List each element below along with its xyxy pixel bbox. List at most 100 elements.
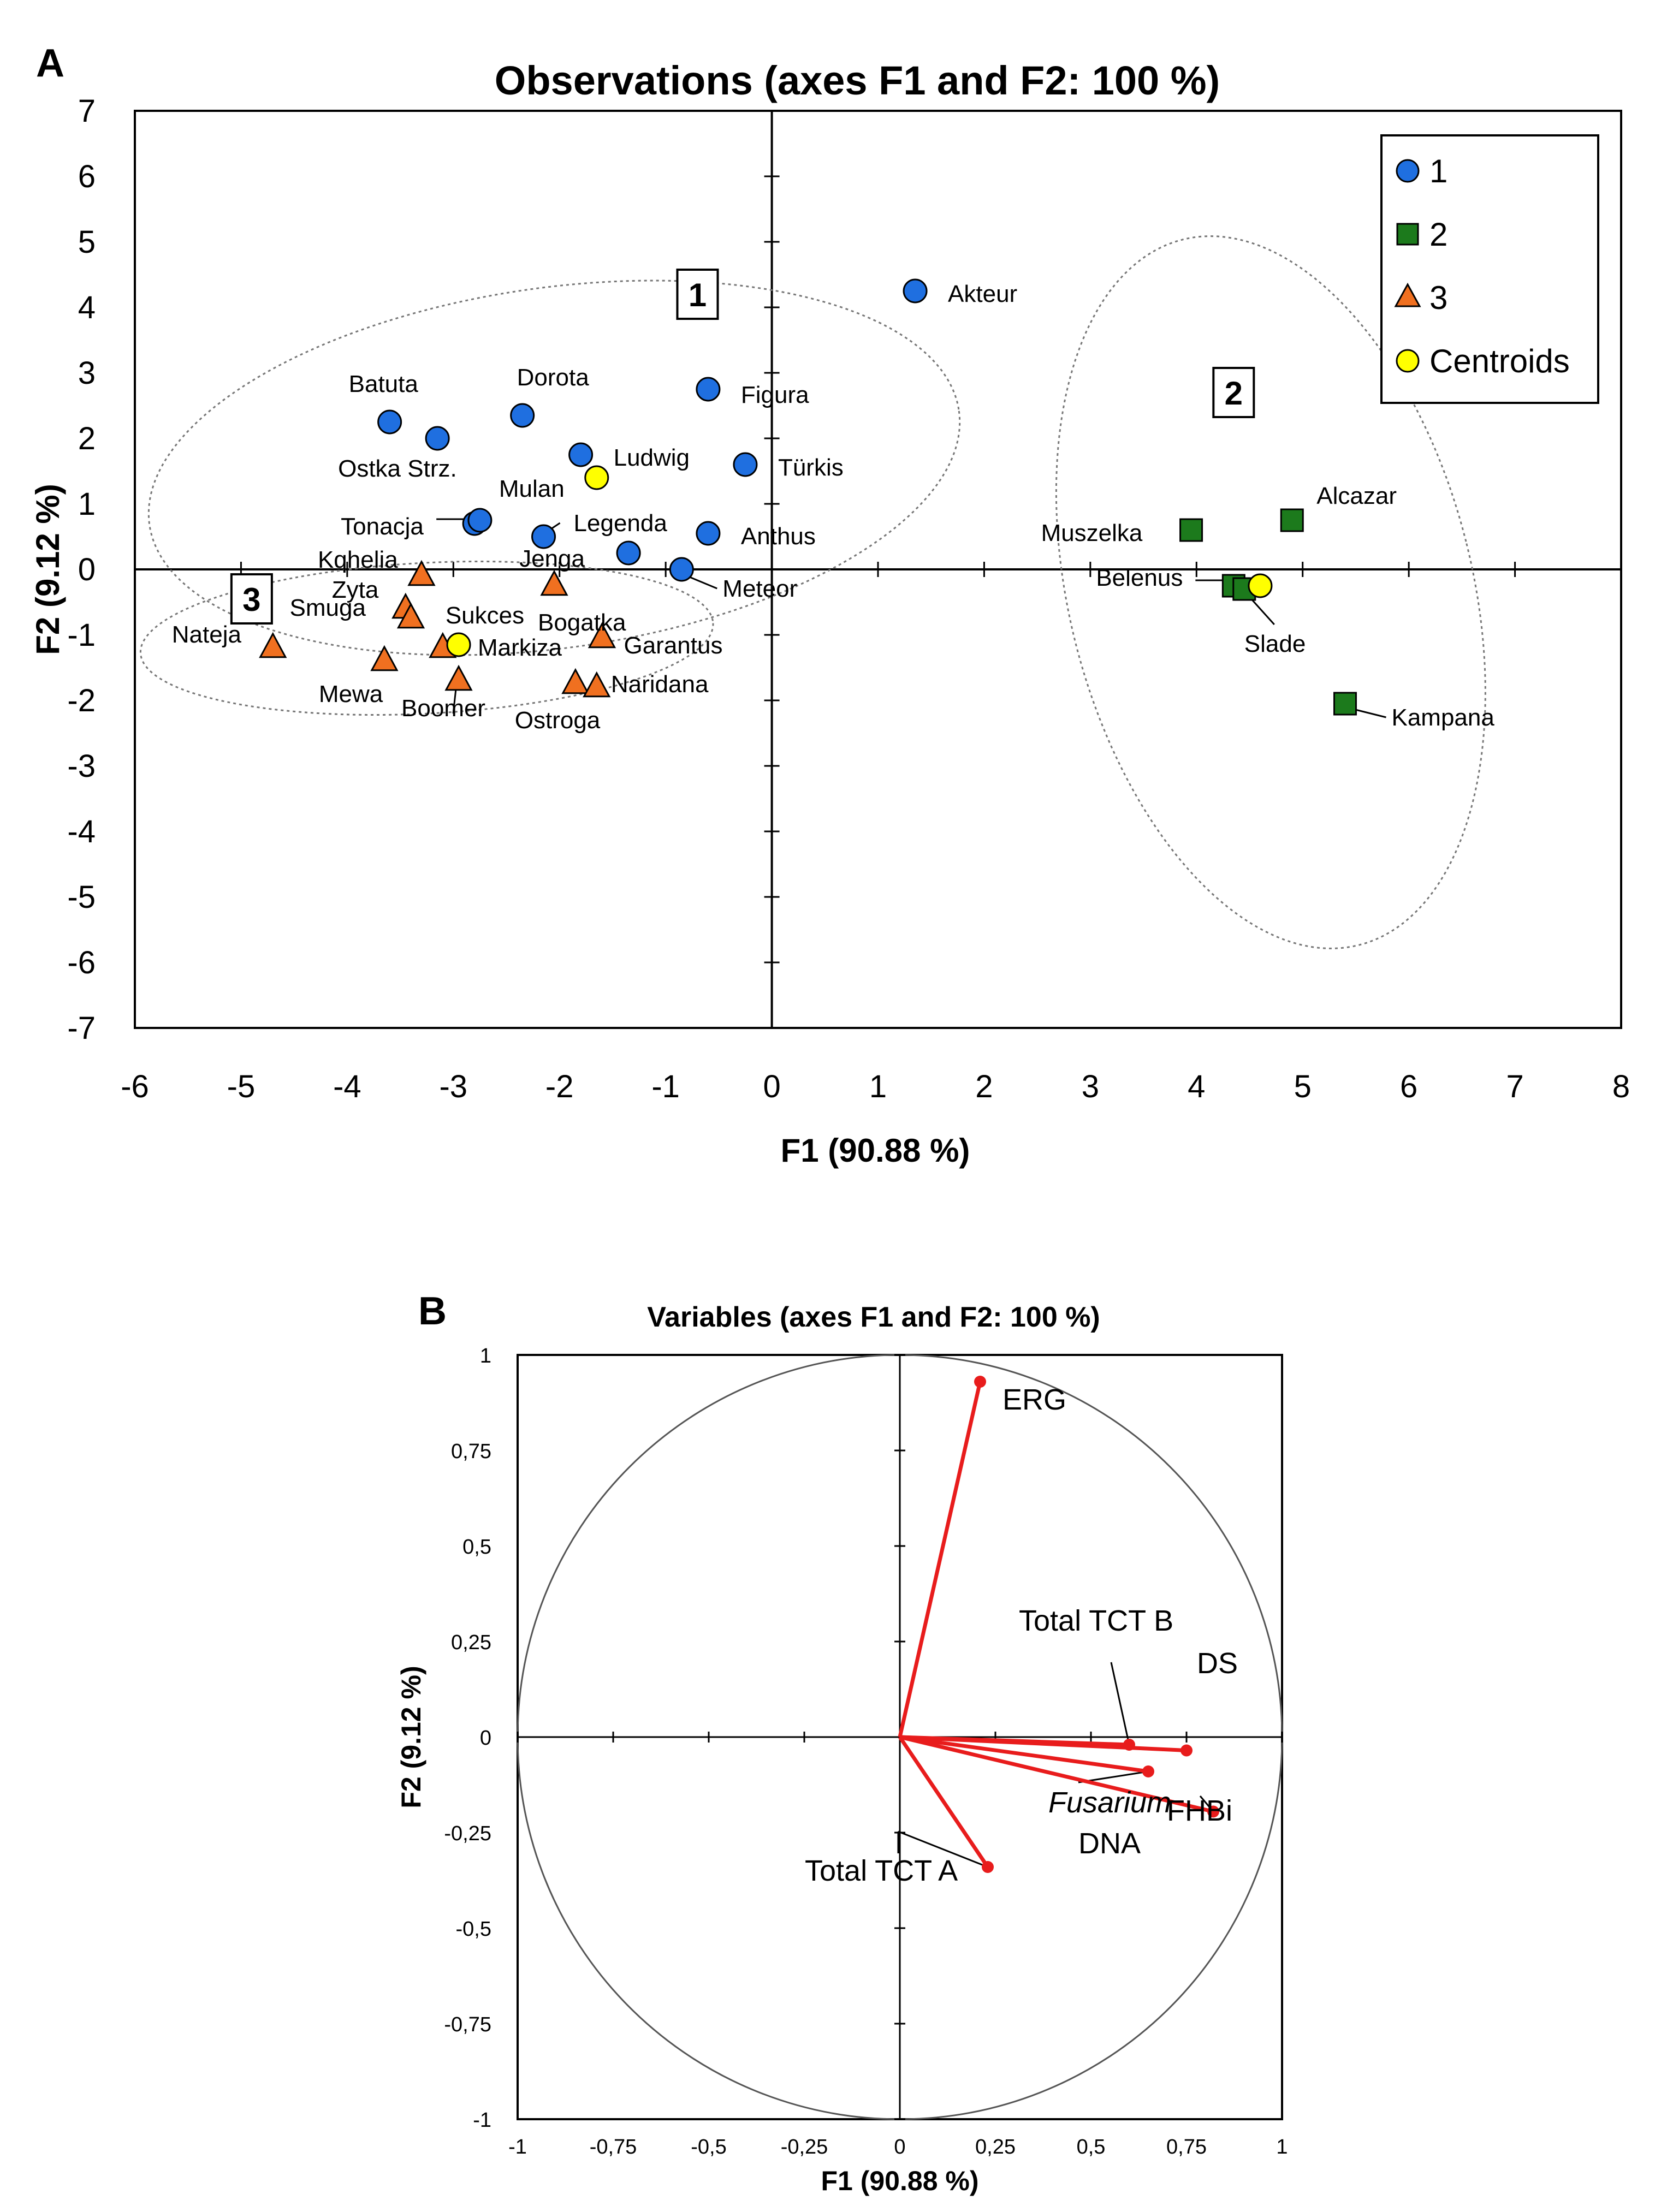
b-x-tick-label: 0 (894, 2136, 905, 2159)
vector-tip-fusarium-dna (1142, 1765, 1154, 1777)
panel-b: B Variables (axes F1 and F2: 100 %) -1 -0… (396, 1289, 1288, 2196)
y-tick-label: 5 (78, 224, 96, 260)
label-ludwig: Ludwig (614, 444, 690, 471)
panel-b-tick-labels: -1 -0,75 -0,5 -0,25 0 0,25 0,5 0,75 1 1 0,75 0,5 0,2… (444, 1345, 1288, 2159)
x-tick-label: 1 (869, 1069, 887, 1104)
b-x-tick-label: 0,5 (1077, 2136, 1106, 2159)
point-anthus (696, 521, 721, 546)
label-markiza: Markiza (478, 634, 562, 661)
legend-item-3: 3 (1394, 280, 1447, 316)
label-alcazar: Alcazar (1316, 483, 1397, 509)
label-meteor: Meteor (722, 575, 797, 602)
x-tick-label: 6 (1400, 1069, 1417, 1104)
panel-b-vectors (898, 1376, 1219, 1873)
y-tick-label: -6 (67, 945, 96, 980)
point-ludwig (568, 442, 594, 467)
legend-item-2: 2 (1396, 216, 1447, 253)
point-mulan (467, 508, 493, 533)
panel-a-point-labels: Akteur Batuta Ostka Strz. Dorota Figura Ludwi… (172, 281, 1495, 734)
x-tick-label: -4 (333, 1069, 361, 1104)
point-alcazar (1280, 508, 1304, 532)
label-batuta: Batuta (349, 371, 419, 397)
point-ostka-strz (425, 426, 450, 451)
panel-a-cluster-boxes: 1 2 3 (230, 269, 1255, 625)
panel-a-letter: A (36, 41, 64, 85)
legend-marker (1394, 282, 1421, 307)
legend-label: 1 (1429, 153, 1447, 189)
b-y-tick-label: 0,75 (451, 1440, 491, 1463)
point-t-rkis (733, 452, 758, 477)
b-x-tick-label: -0,5 (691, 2136, 726, 2159)
leader-total-tct-a (898, 1830, 988, 1868)
legend-label: Centroids (1429, 343, 1570, 379)
cluster-number: 1 (689, 277, 707, 313)
b-y-tick-label: -0,25 (444, 1822, 491, 1845)
label-legenda: Legenda (574, 510, 668, 537)
legend: 1 2 3 Centroids (1380, 134, 1599, 404)
point-kampana (1333, 692, 1357, 716)
y-tick-label: 2 (78, 421, 96, 456)
label-jenga: Jenga (519, 545, 585, 572)
panel-a: A Observations (axes F1 and F2: 100 %) 1… (29, 41, 1630, 1169)
label-total-tct-a: Total TCT A (805, 1854, 958, 1887)
y-tick-label: -7 (67, 1010, 96, 1046)
label-tonacja: Tonacja (341, 513, 424, 540)
x-tick-label: 5 (1294, 1069, 1312, 1104)
b-x-tick-label: 1 (1276, 2136, 1288, 2159)
label-fhbi: FHBi (1167, 1794, 1232, 1827)
cluster-3-box: 3 (230, 573, 273, 625)
label-belenus: Belenus (1096, 564, 1183, 591)
cluster-2-box: 2 (1212, 367, 1255, 418)
b-y-tick-label: 0,5 (462, 1536, 491, 1559)
label-bogatka: Bogatka (538, 609, 626, 636)
label-sukces: Sukces (446, 602, 524, 629)
vector-fusarium-dna (899, 1735, 1149, 1774)
label-mewa: Mewa (319, 681, 383, 707)
b-y-tick-label: 0 (480, 1727, 491, 1750)
panel-b-title: Variables (axes F1 and F2: 100 %) (647, 1301, 1100, 1333)
label-ostka-strz: Ostka Strz. (338, 455, 457, 482)
leader-kampana (1353, 708, 1386, 718)
panel-a-tick-labels: -6 -5 -4 -3 -2 -1 0 1 2 3 4 5 6 7 8 7 6 5 4 3 2 1 0 -1 -2 -3 -4 -5 -… (67, 93, 1630, 1104)
label-total-tct-b: Total TCT B (1019, 1604, 1173, 1637)
cluster-1-ellipse (147, 280, 961, 656)
b-y-tick-label: 1 (480, 1345, 491, 1367)
y-tick-label: 0 (78, 552, 96, 587)
label-kampana: Kampana (1391, 704, 1494, 731)
legend-marker (1396, 349, 1420, 373)
vector-ds (899, 1735, 1187, 1752)
point-bogatka (540, 569, 568, 596)
b-y-tick-label: -0,5 (456, 1918, 491, 1941)
point-muszelka (1179, 518, 1203, 542)
x-tick-label: 8 (1612, 1069, 1630, 1104)
leader-slade (1249, 596, 1275, 626)
y-tick-label: 7 (78, 93, 96, 129)
point-kqhelia (407, 560, 436, 586)
y-tick-label: -4 (67, 814, 96, 849)
y-tick-label: -5 (67, 879, 96, 915)
point-legenda (531, 524, 556, 549)
label-figura: Figura (741, 382, 809, 408)
x-tick-label: -5 (227, 1069, 256, 1104)
label-erg: ERG (1002, 1383, 1066, 1416)
panel-a-y-axis-label: F2 (9.12 %) (29, 484, 66, 655)
vector-fhbi (899, 1735, 1214, 1813)
x-tick-label: -1 (651, 1069, 680, 1104)
vector-tip-fhbi (1207, 1805, 1219, 1818)
panel-b-x-axis-label: F1 (90.88 %) (821, 2166, 978, 2196)
point-meteor (669, 557, 694, 582)
y-tick-label: -1 (67, 617, 96, 653)
y-tick-label: -3 (67, 748, 96, 784)
point-nateja (259, 632, 287, 658)
leader-boomer (452, 688, 457, 714)
x-tick-label: -2 (545, 1069, 574, 1104)
panel-b-y-axis-label: F2 (9.12 %) (396, 1666, 426, 1808)
point-batuta (377, 409, 402, 435)
label-akteur: Akteur (948, 281, 1017, 307)
legend-item-1: 1 (1396, 153, 1447, 189)
point-jenga (616, 540, 641, 566)
x-tick-label: -3 (439, 1069, 467, 1104)
label-kqhelia: Kqhelia (318, 546, 398, 573)
point-boomer (444, 664, 473, 691)
